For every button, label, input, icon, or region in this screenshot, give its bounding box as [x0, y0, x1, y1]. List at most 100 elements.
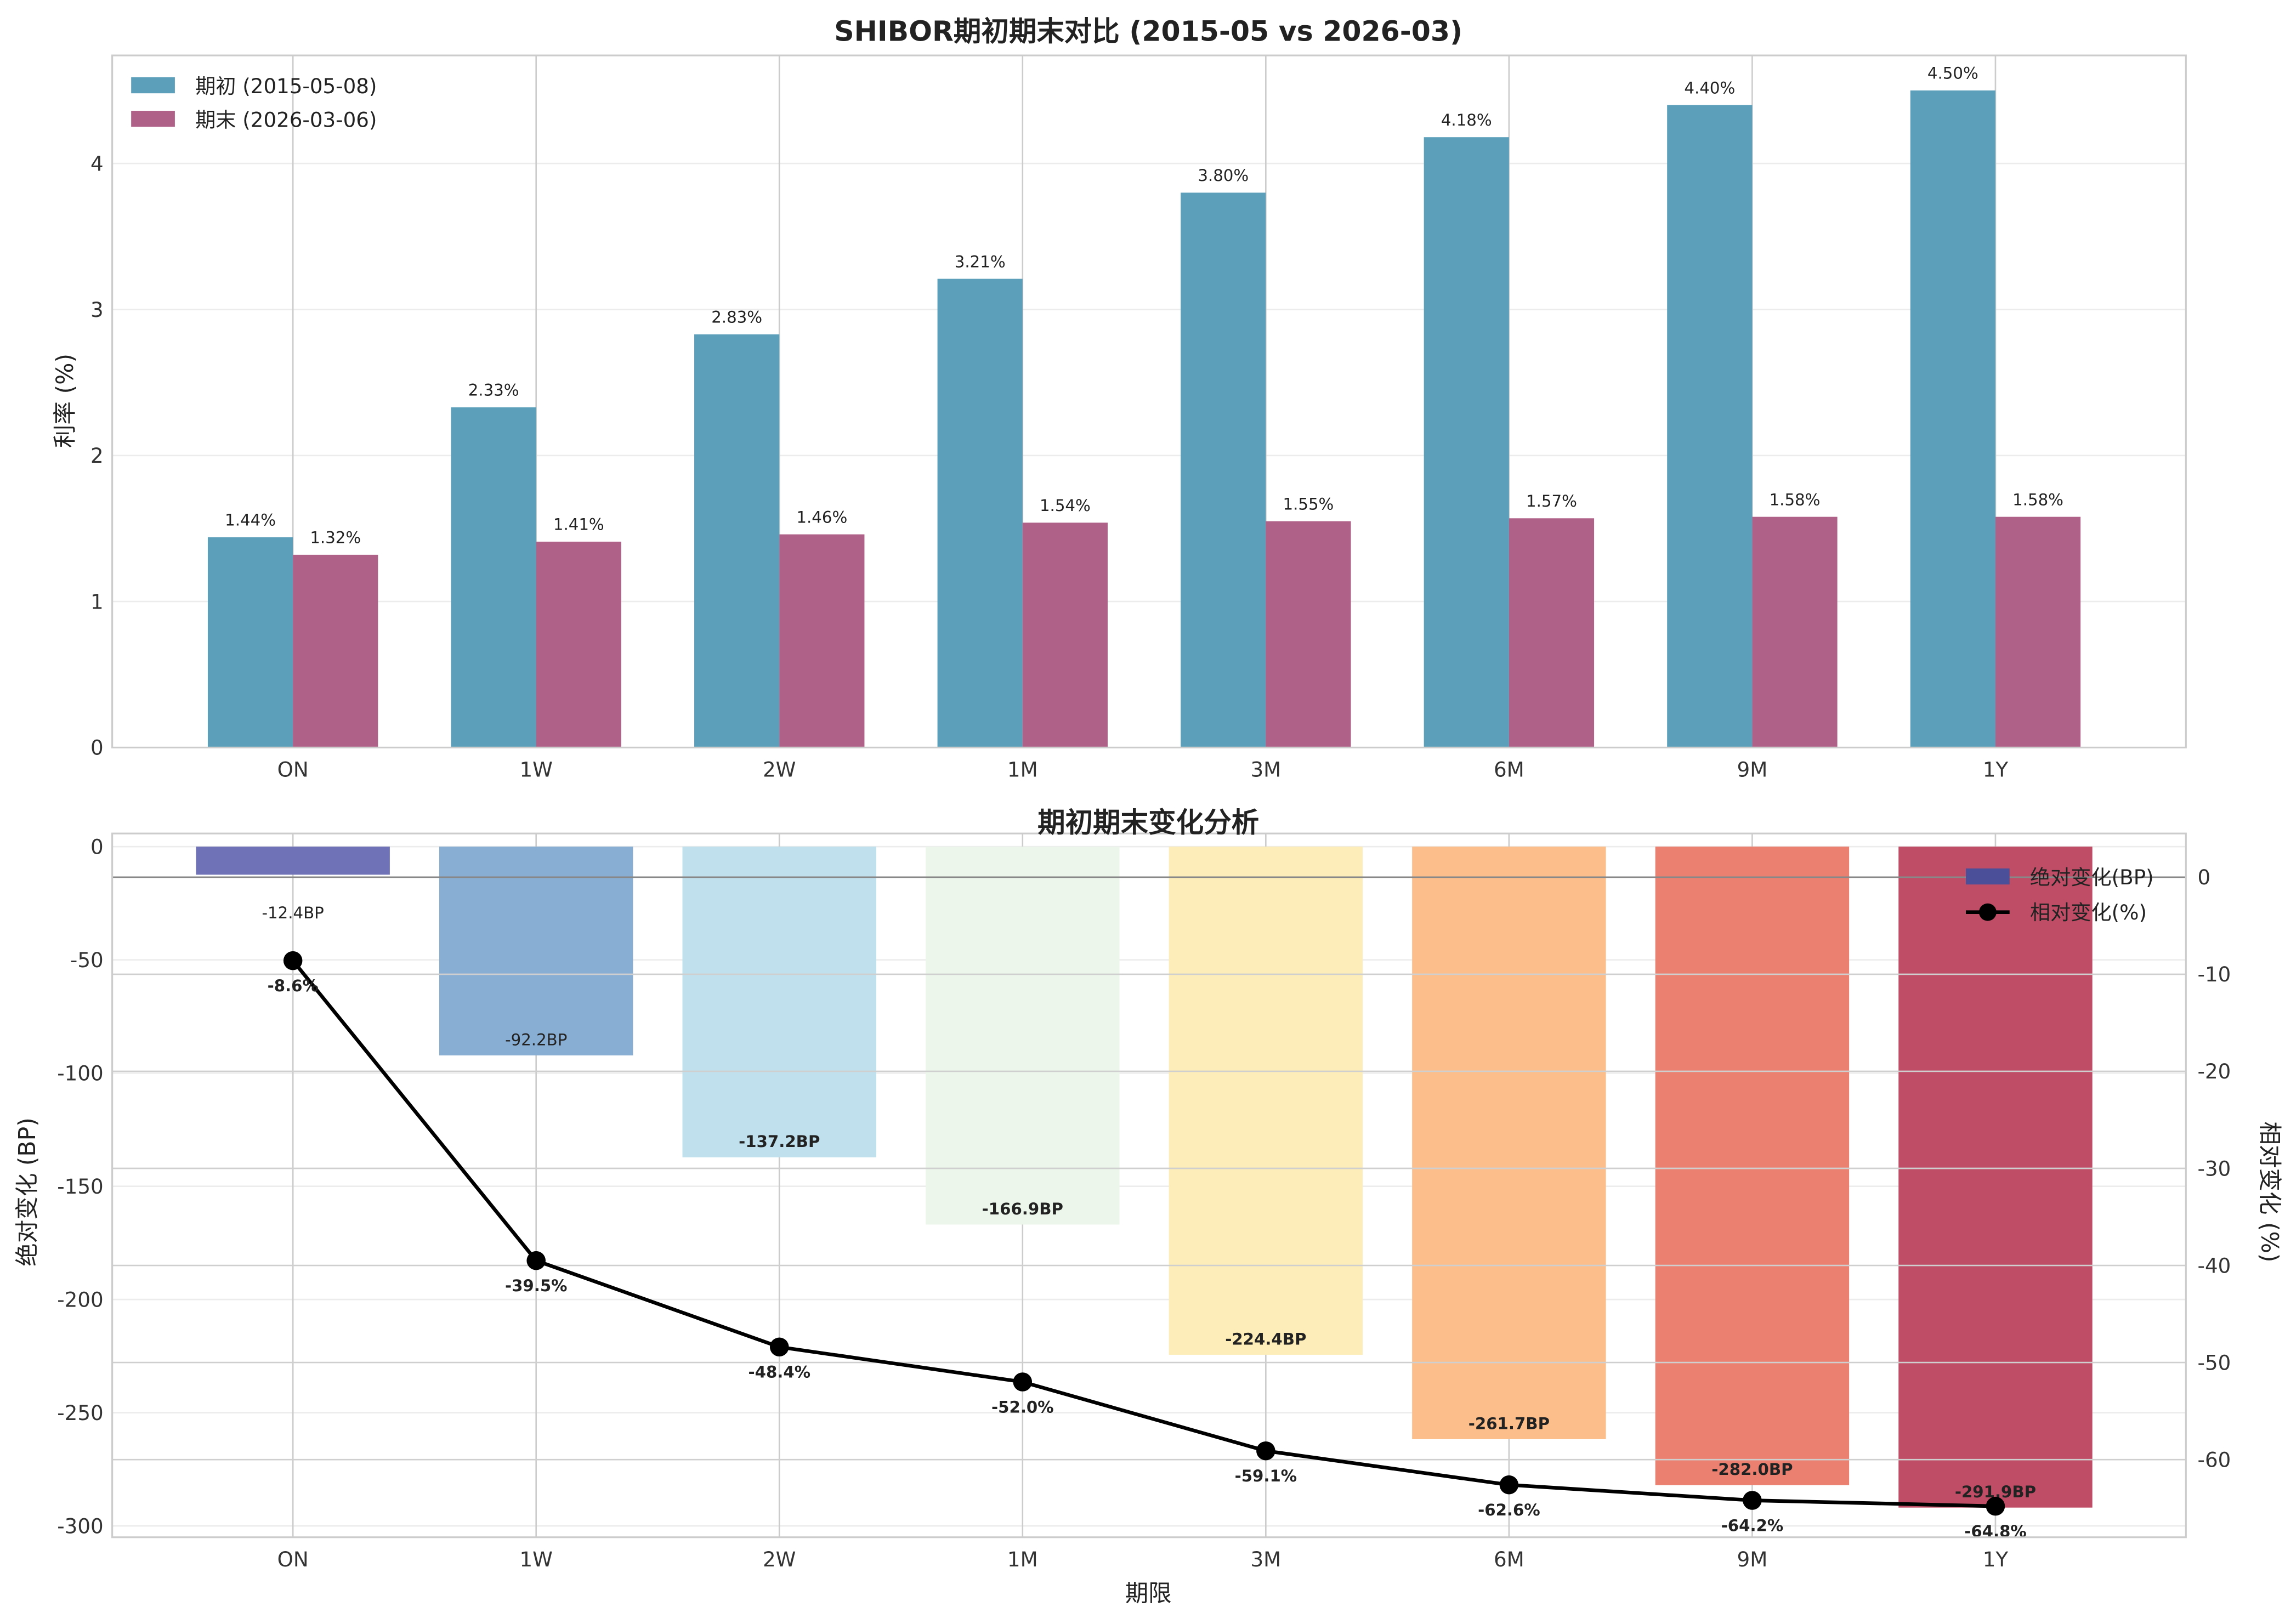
- legend-swatch: [1966, 868, 2010, 885]
- bar-abs-change-3M: [1169, 847, 1363, 1355]
- x-tick-label: 1Y: [1983, 1547, 2009, 1571]
- y-tick-label: -100: [57, 1061, 103, 1085]
- y-tick-label: -200: [57, 1287, 103, 1311]
- x-tick-label: 6M: [1494, 1547, 1524, 1571]
- bar-start-ON: [207, 537, 293, 748]
- bar-start-9M: [1667, 105, 1753, 748]
- relative-change-line: [291, 959, 1996, 1508]
- legend-swatch: [131, 77, 175, 94]
- right-y-tick-label: -10: [2198, 962, 2231, 986]
- line-value-label: -39.5%: [505, 1276, 568, 1295]
- bar-end-9M: [1752, 516, 1838, 748]
- right-y-tick-label: -40: [2198, 1253, 2231, 1277]
- y-tick-label: 0: [90, 834, 104, 859]
- y-tick-label: -250: [57, 1401, 103, 1425]
- bar-value-label: 3.21%: [955, 252, 1006, 271]
- y-tick-label: -50: [70, 948, 104, 972]
- bottom-axes-frame: [111, 832, 2187, 1538]
- x-tick-label: ON: [277, 1547, 309, 1571]
- bar-value-label: -92.2BP: [505, 1030, 567, 1049]
- bar-value-label: 1.57%: [1526, 492, 1577, 510]
- bar-value-label: 1.58%: [1770, 490, 1821, 509]
- relative-change-point-1M: [1013, 1372, 1033, 1392]
- relative-change-point-2W: [769, 1337, 789, 1357]
- y-tick-label: 1: [90, 589, 104, 614]
- bottom-right-y-axis-label: 相对变化 (%): [2255, 1121, 2282, 1262]
- relative-change-point-6M: [1499, 1475, 1519, 1495]
- bar-value-label: 4.18%: [1441, 111, 1492, 129]
- bar-end-6M: [1509, 518, 1595, 748]
- line-value-label: -59.1%: [1235, 1467, 1297, 1485]
- bar-value-label: 1.54%: [1040, 496, 1091, 515]
- bar-value-label: 4.50%: [1927, 64, 1978, 83]
- legend-label: 期初 (2015-05-08): [195, 74, 377, 98]
- bar-value-label: 1.55%: [1283, 495, 1334, 513]
- x-tick-label: ON: [277, 758, 309, 782]
- x-tick-label: 9M: [1737, 1547, 1768, 1571]
- x-tick-label: 1W: [519, 1547, 552, 1571]
- legend-swatch: [131, 111, 175, 127]
- right-y-tick-label: 0: [2198, 865, 2211, 889]
- bar-start-1Y: [1910, 90, 1995, 748]
- bar-value-label: -224.4BP: [1225, 1330, 1306, 1348]
- line-value-label: -52.0%: [991, 1398, 1054, 1416]
- line-value-label: -8.6%: [268, 976, 319, 995]
- x-tick-label: 1W: [519, 758, 552, 782]
- y-tick-label: -300: [57, 1514, 103, 1538]
- bar-end-1Y: [1995, 516, 2081, 748]
- x-tick-label: 9M: [1737, 758, 1768, 782]
- relative-change-point-3M: [1256, 1441, 1275, 1461]
- x-tick-label: 3M: [1250, 1547, 1281, 1571]
- bar-start-6M: [1424, 137, 1509, 748]
- bar-value-label: -137.2BP: [739, 1132, 820, 1151]
- right-y-tick-label: -30: [2198, 1156, 2231, 1180]
- bar-abs-change-1Y: [1898, 847, 2093, 1508]
- bar-start-2W: [694, 334, 780, 748]
- bar-value-label: -261.7BP: [1468, 1414, 1550, 1433]
- bar-start-1M: [937, 279, 1023, 748]
- y-tick-label: 4: [90, 151, 104, 175]
- relative-change-point-1Y: [1986, 1496, 2005, 1516]
- top-axes-frame: [111, 54, 2187, 748]
- x-tick-label: 1M: [1007, 1547, 1038, 1571]
- right-y-tick-label: -20: [2198, 1059, 2231, 1083]
- bar-end-3M: [1266, 521, 1351, 748]
- bar-abs-change-1W: [439, 847, 633, 1055]
- bottom-y-axis-label: 绝对变化 (BP): [14, 1117, 41, 1267]
- x-tick-label: 2W: [763, 758, 796, 782]
- bar-abs-change-1M: [926, 847, 1120, 1225]
- relative-change-point-ON: [283, 951, 303, 970]
- bar-abs-change-9M: [1655, 847, 1850, 1485]
- bottom-x-axis-label: 期限: [1125, 1581, 1172, 1608]
- bar-value-label: -12.4BP: [262, 904, 324, 922]
- bar-value-label: -282.0BP: [1711, 1460, 1793, 1479]
- bar-value-label: 3.80%: [1198, 166, 1249, 185]
- x-tick-label: 1Y: [1983, 758, 2009, 782]
- x-tick-label: 1M: [1007, 758, 1038, 782]
- bottom-chart-title: 期初期末变化分析: [1037, 807, 1259, 839]
- legend-label: 相对变化(%): [2030, 900, 2147, 924]
- bar-value-label: 1.46%: [796, 508, 847, 526]
- bar-value-label: 1.41%: [553, 515, 604, 534]
- bar-end-1M: [1022, 523, 1108, 748]
- relative-change-point-9M: [1743, 1491, 1762, 1510]
- bar-end-2W: [779, 534, 865, 748]
- y-tick-label: 3: [90, 298, 104, 322]
- y-tick-label: 0: [90, 736, 104, 760]
- top-y-axis-label: 利率 (%): [52, 354, 79, 448]
- line-value-label: -64.2%: [1721, 1516, 1783, 1535]
- x-tick-label: 2W: [763, 1547, 796, 1571]
- bar-start-3M: [1181, 192, 1266, 748]
- bar-value-label: 1.44%: [225, 511, 276, 530]
- x-tick-label: 3M: [1250, 758, 1281, 782]
- bar-abs-change-ON: [196, 847, 390, 875]
- legend-label: 期末 (2026-03-06): [195, 107, 377, 132]
- bar-value-label: -166.9BP: [982, 1200, 1063, 1218]
- bar-end-1W: [536, 541, 621, 748]
- line-value-label: -48.4%: [748, 1363, 810, 1382]
- right-y-tick-label: -50: [2198, 1350, 2231, 1375]
- bar-value-label: 1.32%: [310, 529, 361, 547]
- legend-marker: [1978, 903, 1997, 921]
